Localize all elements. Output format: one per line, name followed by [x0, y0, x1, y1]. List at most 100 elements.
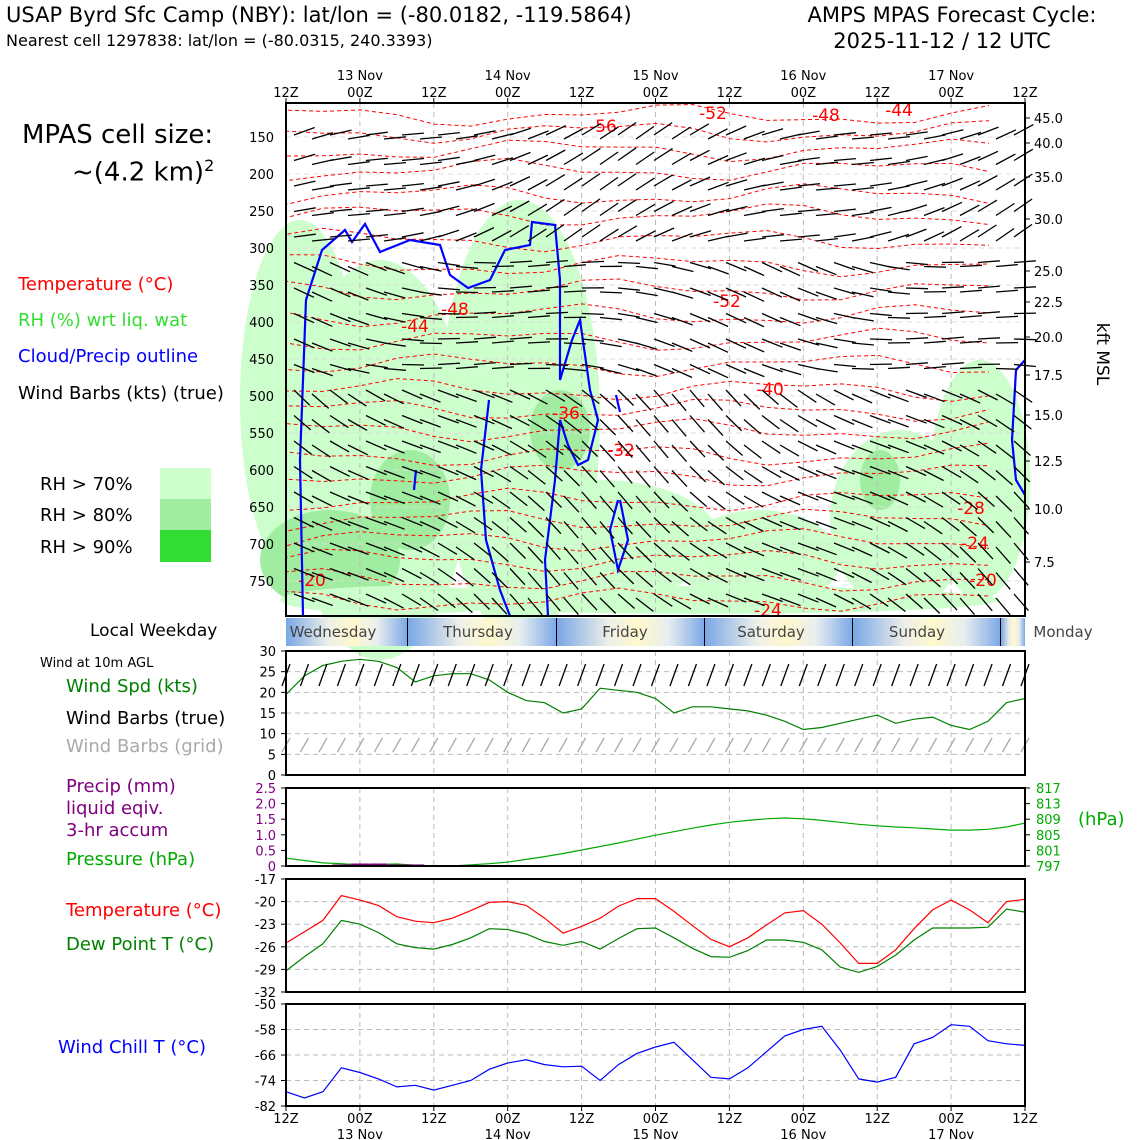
wind-barb [419, 520, 441, 532]
grid-wind-barb [336, 737, 346, 753]
wind-barb [509, 440, 530, 453]
wind-note: Wind at 10m AGL [40, 656, 154, 671]
wind-barb [365, 567, 387, 578]
wind-barb [599, 597, 617, 614]
wind-barb [599, 342, 622, 348]
wind-barb [383, 597, 404, 609]
wind-barb [473, 568, 491, 584]
wind-barb [383, 237, 406, 242]
wind-barb [869, 593, 889, 607]
wind-barb [725, 491, 745, 505]
wind-barb [311, 316, 333, 327]
wind-barb [923, 469, 944, 482]
cloud-outline [1010, 359, 1026, 496]
wind-barb [473, 286, 497, 289]
wind-barb [869, 440, 891, 450]
wind-barb [311, 546, 333, 556]
wind-barb [311, 158, 334, 166]
wind-barb [779, 212, 802, 217]
wind-barb [707, 520, 727, 535]
wind-barb [941, 311, 964, 315]
wind-barb [1013, 124, 1034, 136]
wind-barb [563, 393, 583, 408]
wind-barb [671, 546, 690, 561]
height-tick-label: 45.0 [1034, 112, 1063, 127]
wind-barb [977, 260, 1000, 264]
wind-barb [689, 593, 710, 605]
surface-wind-barb [613, 663, 624, 687]
temp-panel-series-line [285, 908, 1026, 974]
wind-barb [545, 223, 565, 238]
precip-panel-ytick-label: 1.5 [255, 813, 276, 828]
wind-barb [725, 567, 747, 578]
wind-barb [653, 287, 676, 294]
wind-barb [743, 571, 765, 582]
wind-barb [761, 363, 784, 373]
wind-barb [329, 542, 351, 552]
wind-barb [383, 367, 406, 371]
height-tick-label: 10.0 [1034, 503, 1063, 518]
wind-barb [815, 291, 838, 300]
wind-barb [743, 316, 765, 328]
wind-barb [653, 567, 672, 583]
wind-barb [329, 338, 352, 347]
wind-barb [527, 264, 550, 268]
wind-barb [653, 227, 675, 238]
wind-barb [635, 597, 654, 612]
forecast-cycle-label: AMPS MPAS Forecast Cycle: [807, 3, 1097, 27]
surface-wind-barb [447, 663, 457, 687]
wind-barb [527, 418, 548, 432]
height-tick-label: 12.5 [1034, 455, 1063, 470]
wind-barb [797, 465, 819, 476]
top-time-label: 00Z [495, 86, 521, 101]
wind-barb [563, 367, 586, 372]
wind-barb [419, 469, 441, 479]
wind-barb [545, 491, 563, 508]
precip-bar [369, 863, 388, 866]
wind-barb [869, 287, 892, 293]
grid-wind-barb [410, 737, 420, 753]
wind-barb [491, 444, 512, 456]
wind-barb [437, 440, 459, 450]
surface-wind-barb [558, 663, 568, 687]
surface-wind-barb [429, 663, 439, 687]
wind-barb [995, 289, 1018, 293]
wind-barb [491, 290, 515, 293]
wind-barb [977, 440, 997, 454]
grid-wind-barb [429, 737, 439, 753]
wind-barb [545, 259, 568, 264]
wind-barb [311, 418, 330, 434]
wind-barb [509, 127, 532, 136]
wind-barb [707, 597, 729, 608]
wind-barb [635, 393, 652, 411]
rh-shading [240, 200, 1030, 660]
wind-barb [455, 469, 477, 481]
wind-barb [797, 287, 819, 297]
height-tick-label: 30.0 [1034, 213, 1063, 228]
wind-barb [293, 491, 314, 504]
temp-panel: -32 -29 -26 -23 -20 -17 [255, 873, 1026, 1001]
surface-wind-barb [891, 663, 901, 687]
grid-wind-barb [743, 737, 753, 753]
wind-barb [383, 469, 405, 479]
wind-barb [959, 521, 977, 537]
wind-barb [401, 465, 423, 475]
wind-barb [797, 363, 820, 370]
wind-barb [599, 419, 617, 436]
wind-barb [635, 495, 651, 514]
wind-barb [347, 571, 369, 581]
surface-wind-barb [743, 663, 753, 687]
wind-barb [761, 261, 783, 273]
wind-barb [725, 440, 744, 456]
wind-barb [653, 542, 672, 558]
grid-wind-barb [706, 737, 716, 753]
wind-barb [437, 567, 457, 582]
wind-barb [851, 418, 873, 429]
wind-barb [365, 389, 386, 402]
wind-barb [959, 572, 976, 590]
wind-barb [851, 186, 874, 191]
wind-barb [743, 367, 765, 378]
wind-barb [329, 129, 352, 136]
wind-barb [815, 367, 838, 373]
wind-barb [455, 265, 478, 269]
